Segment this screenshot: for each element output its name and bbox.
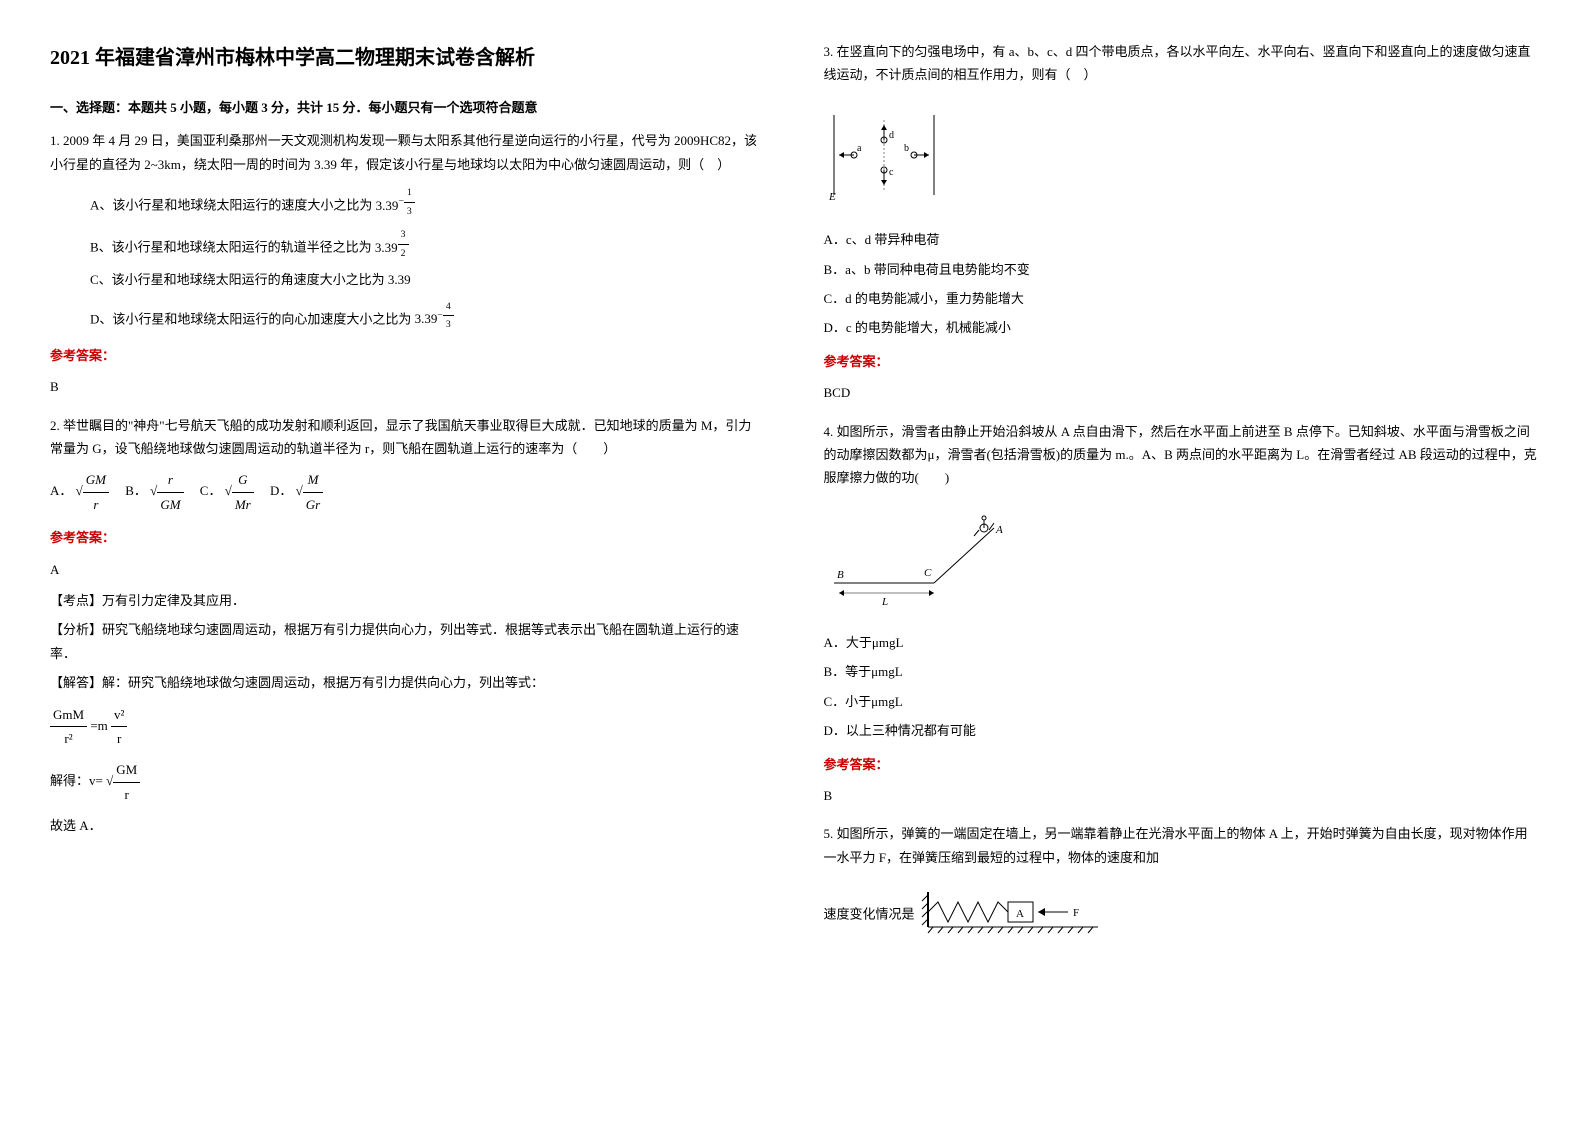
q4-diagram: A B C L [824,508,1024,615]
q1-optC-formula: 3.39 [388,272,411,287]
q4-option-c: C．小于μmgL [824,690,1538,713]
q2-point: 【考点】万有引力定律及其应用． [50,589,764,612]
q3-text: 3. 在竖直向下的匀强电场中，有 a、b、c、d 四个带电质点，各以水平向左、水… [824,40,1538,87]
q4-answer-label: 参考答案： [824,753,1538,776]
q3-answer: BCD [824,381,1538,404]
q2-conclusion: 故选 A． [50,814,764,837]
left-column: 2021 年福建省漳州市梅林中学高二物理期末试卷含解析 一、选择题：本题共 5 … [50,40,764,970]
q1-optA-formula: 3.39−13 [376,198,415,213]
q1-optA-text: A、该小行星和地球绕太阳运行的速度大小之比为 [90,198,372,213]
q4-option-d: D．以上三种情况都有可能 [824,719,1538,742]
q5-text: 5. 如图所示，弹簧的一端固定在墙上，另一端靠着静止在光滑水平面上的物体 A 上… [824,822,1538,869]
svg-text:A: A [995,524,1003,536]
q5-trailing: 速度变化情况是 [824,907,915,922]
q1-optB-text: B、该小行星和地球绕太阳运行的轨道半径之比为 [90,240,372,255]
q2-options: A． √GMr B． √rGM C． √GMr D． √MGr [50,468,764,516]
q1-option-c: C、该小行星和地球绕太阳运行的角速度大小之比为 3.39 [90,268,764,291]
svg-text:L: L [881,596,888,608]
svg-text:a: a [857,143,862,154]
question-4: 4. 如图所示，滑雪者由静止开始沿斜坡从 A 点自由滑下，然后在水平面上前进至 … [824,420,1538,808]
q1-option-b: B、该小行星和地球绕太阳运行的轨道半径之比为 3.3932 [90,226,764,262]
q2-answer: A [50,558,764,581]
q3-option-c: C．d 的电势能减小，重力势能增大 [824,287,1538,310]
q4-text: 4. 如图所示，滑雪者由静止开始沿斜坡从 A 点自由滑下，然后在水平面上前进至 … [824,420,1538,490]
q1-answer-label: 参考答案： [50,344,764,367]
svg-text:b: b [904,143,909,154]
q3-diagram: E a b d c [824,105,944,212]
q4-option-b: B．等于μmgL [824,660,1538,683]
q2-optB-label: B． [125,483,147,498]
q2-answer-label: 参考答案： [50,526,764,549]
section-heading: 一、选择题：本题共 5 小题，每小题 3 分，共计 15 分．每小题只有一个选项… [50,96,764,119]
question-5: 5. 如图所示，弹簧的一端固定在墙上，另一端靠着静止在光滑水平面上的物体 A 上… [824,822,1538,954]
q5-diagram: A F [918,887,1118,944]
svg-text:C: C [924,567,932,579]
q1-option-a: A、该小行星和地球绕太阳运行的速度大小之比为 3.39−13 [90,184,764,220]
q2-analysis: 【分析】研究飞船绕地球匀速圆周运动，根据万有引力提供向心力，列出等式．根据等式表… [50,618,764,665]
exam-title: 2021 年福建省漳州市梅林中学高二物理期末试卷含解析 [50,40,764,76]
svg-text:c: c [889,167,894,178]
q2-formula1: GmMr² =m v²r [50,703,764,751]
q1-optC-text: C、该小行星和地球绕太阳运行的角速度大小之比为 [90,272,385,287]
q1-answer: B [50,375,764,398]
q4-answer: B [824,784,1538,807]
svg-text:B: B [837,569,844,581]
q2-formula2: 解得：v= √GMr [50,758,764,806]
q2-text: 2. 举世瞩目的"神舟"七号航天飞船的成功发射和顺利返回，显示了我国航天事业取得… [50,414,764,461]
q3-option-a: A．c、d 带异种电荷 [824,228,1538,251]
q2-optC-label: C． [200,483,222,498]
q3-option-b: B．a、b 带同种电荷且电势能均不变 [824,258,1538,281]
q3-option-d: D．c 的电势能增大，机械能减小 [824,316,1538,339]
right-column: 3. 在竖直向下的匀强电场中，有 a、b、c、d 四个带电质点，各以水平向左、水… [824,40,1538,970]
q2-solve: 【解答】解：研究飞船绕地球做匀速圆周运动，根据万有引力提供向心力，列出等式： [50,671,764,694]
q3-answer-label: 参考答案： [824,350,1538,373]
question-1: 1. 2009 年 4 月 29 日，美国亚利桑那州一天文观测机构发现一颗与太阳… [50,129,764,398]
svg-text:E: E [828,191,836,203]
q1-optD-formula: 3.39−43 [415,311,454,326]
q5-trailing-row: 速度变化情况是 A F [824,877,1538,954]
svg-text:F: F [1073,907,1079,919]
svg-text:A: A [1016,908,1024,920]
q2-optA-label: A． [50,483,72,498]
q1-text: 1. 2009 年 4 月 29 日，美国亚利桑那州一天文观测机构发现一颗与太阳… [50,129,764,176]
q1-optB-formula: 3.3932 [375,240,409,255]
q1-optD-text: D、该小行星和地球绕太阳运行的向心加速度大小之比为 [90,311,411,326]
question-3: 3. 在竖直向下的匀强电场中，有 a、b、c、d 四个带电质点，各以水平向左、水… [824,40,1538,405]
q1-option-d: D、该小行星和地球绕太阳运行的向心加速度大小之比为 3.39−43 [90,298,764,334]
question-2: 2. 举世瞩目的"神舟"七号航天飞船的成功发射和顺利返回，显示了我国航天事业取得… [50,414,764,838]
q2-optD-label: D． [270,483,292,498]
svg-text:d: d [889,130,894,141]
q4-option-a: A．大于μmgL [824,631,1538,654]
